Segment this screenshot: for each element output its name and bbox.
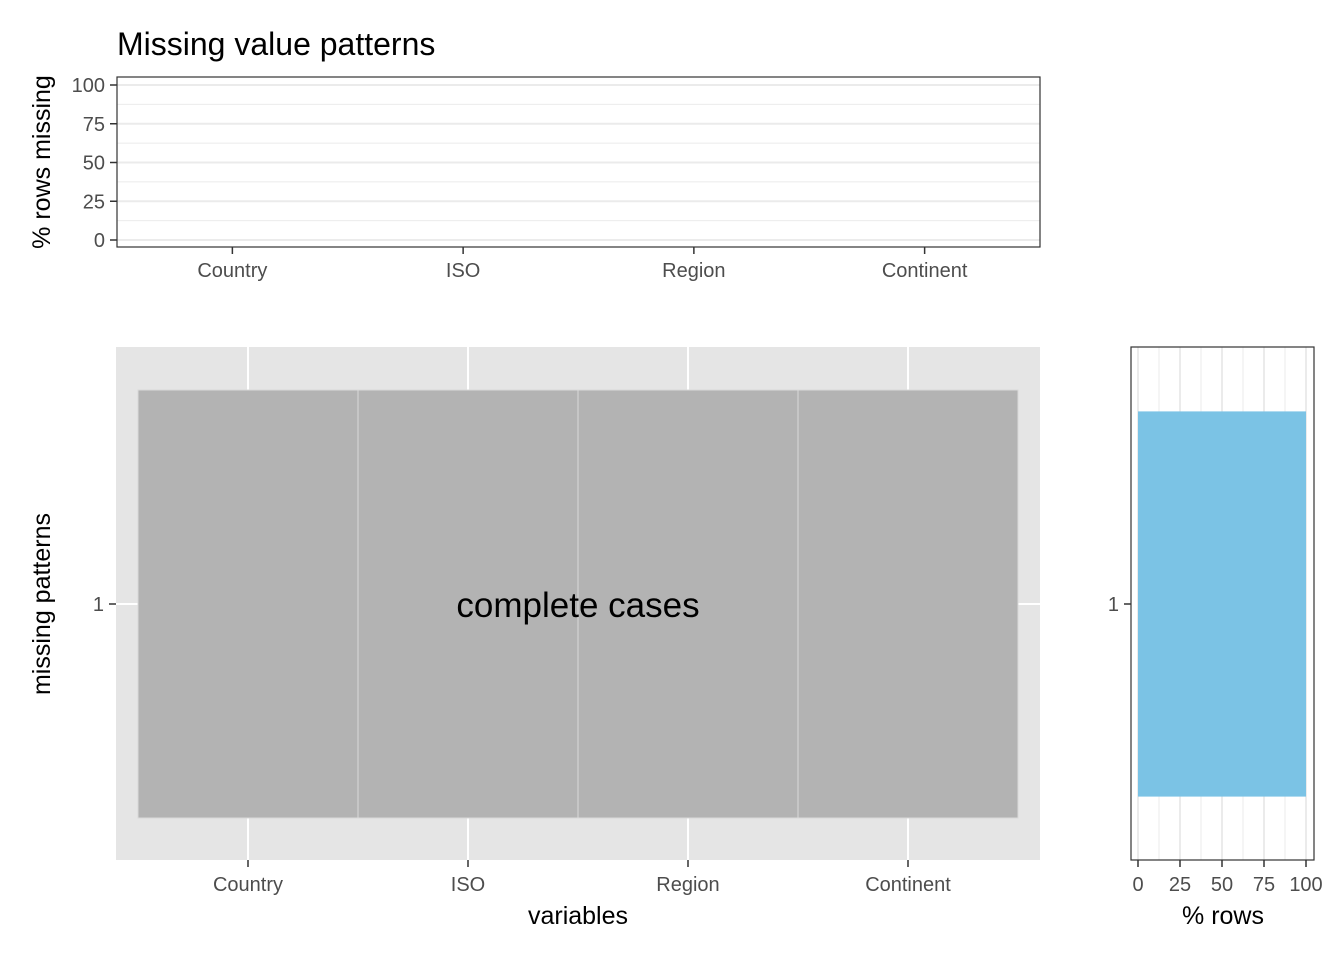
- pattern-cell: [137, 389, 359, 819]
- top-y-tick-label: 50: [83, 153, 105, 175]
- top-y-tick-label: 25: [83, 191, 105, 213]
- main-y-ticks: 1: [93, 594, 116, 616]
- right-x-axis-title: % rows: [1182, 902, 1264, 930]
- top-y-axis-title: % rows missing: [28, 75, 56, 249]
- main-x-tick-label: Region: [656, 874, 719, 896]
- top-y-tick-label: 100: [72, 75, 105, 97]
- pattern-cell: [797, 389, 1019, 819]
- top-gridlines: [117, 84, 1040, 241]
- top-x-tick-label: Country: [197, 260, 267, 282]
- right-x-tick-label: 25: [1169, 874, 1191, 896]
- top-x-ticks: Country ISO Region Continent: [197, 247, 968, 282]
- top-x-tick-label: Region: [662, 260, 725, 282]
- main-x-tick-label: Country: [213, 874, 283, 896]
- top-y-ticks: 0 25 50 75 100: [72, 75, 117, 252]
- main-y-axis-title: missing patterns: [28, 513, 56, 695]
- right-x-tick-label: 0: [1132, 874, 1143, 896]
- top-y-tick-label: 75: [83, 114, 105, 136]
- right-x-tick-label: 100: [1289, 874, 1322, 896]
- main-x-tick-label: Continent: [865, 874, 951, 896]
- top-x-tick-label: Continent: [882, 260, 968, 282]
- main-panel: complete cases 1 Country ISO Region Contine…: [93, 347, 1040, 896]
- main-y-tick-label: 1: [93, 594, 104, 616]
- right-y-tick-label: 1: [1108, 594, 1119, 616]
- pattern-cell: [577, 389, 799, 819]
- pattern-cell: [357, 389, 579, 819]
- pattern-cells: [137, 389, 1019, 819]
- top-x-tick-label: ISO: [446, 260, 480, 282]
- pattern-percent-bar: [1138, 411, 1306, 797]
- main-x-tick-label: ISO: [451, 874, 485, 896]
- complete-cases-label: complete cases: [456, 586, 699, 625]
- right-y-ticks: 1: [1108, 594, 1131, 616]
- main-x-axis-title: variables: [528, 902, 628, 930]
- main-x-ticks: Country ISO Region Continent: [213, 860, 951, 896]
- right-x-tick-label: 50: [1211, 874, 1233, 896]
- chart-title: Missing value patterns: [117, 26, 435, 62]
- right-x-ticks: 0 25 50 75 100: [1132, 860, 1323, 896]
- top-y-tick-label: 0: [94, 230, 105, 252]
- right-x-tick-label: 75: [1253, 874, 1275, 896]
- top-panel: 0 25 50 75 100 Country ISO Region Continent: [72, 75, 1041, 282]
- right-panel: 1 0 25 50 75 100: [1108, 346, 1323, 896]
- right-bars: [1138, 411, 1306, 797]
